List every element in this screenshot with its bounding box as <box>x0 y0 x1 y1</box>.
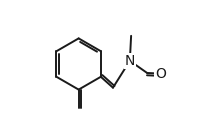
Text: O: O <box>155 67 166 81</box>
Text: N: N <box>125 54 135 68</box>
